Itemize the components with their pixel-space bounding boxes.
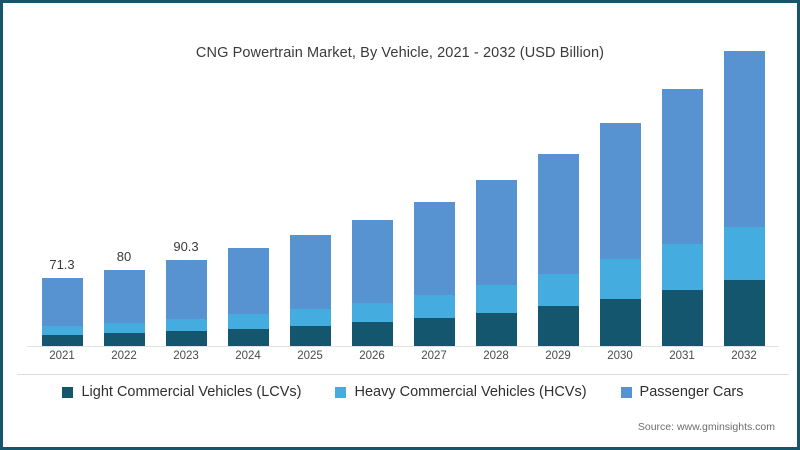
bar-segment[interactable] <box>723 51 765 227</box>
chart-legend: Light Commercial Vehicles (LCVs) Heavy Co… <box>3 384 800 400</box>
bar-group[interactable] <box>341 81 403 347</box>
legend-swatch-icon <box>335 386 347 398</box>
bar-segment[interactable] <box>351 322 393 347</box>
bar-segment[interactable] <box>661 244 703 290</box>
bar-stack[interactable] <box>103 269 145 347</box>
bar-segment[interactable] <box>475 179 517 286</box>
x-axis-tick: 2024 <box>235 350 261 362</box>
bar-segment[interactable] <box>351 220 393 303</box>
bar-stack[interactable] <box>661 88 703 347</box>
bar-segment[interactable] <box>41 325 83 335</box>
bar-segment[interactable] <box>289 308 331 326</box>
bar-stack[interactable] <box>227 248 269 347</box>
bar-stack[interactable] <box>723 51 765 347</box>
legend-label: Passenger Cars <box>639 384 744 400</box>
x-axis-line <box>27 346 779 347</box>
bar-segment[interactable] <box>103 333 145 347</box>
bar-stack[interactable] <box>413 201 455 347</box>
bar-group[interactable]: 90.3 <box>155 81 217 347</box>
bar-segment[interactable] <box>599 259 641 299</box>
bar-segment[interactable] <box>165 318 207 332</box>
bar-group[interactable] <box>651 81 713 347</box>
bar-segment[interactable] <box>661 289 703 347</box>
legend-item[interactable]: Heavy Commercial Vehicles (HCVs) <box>335 384 587 400</box>
bar-segment[interactable] <box>351 302 393 323</box>
bar-segment[interactable] <box>413 294 455 318</box>
bar-stack[interactable] <box>599 122 641 347</box>
bar-segment[interactable] <box>475 285 517 313</box>
bar-group[interactable] <box>279 81 341 347</box>
bar-segment[interactable] <box>227 248 269 315</box>
x-axis-tick: 2025 <box>297 350 323 362</box>
bar-group[interactable] <box>713 51 775 347</box>
bar-segment[interactable] <box>413 317 455 347</box>
bar-segment[interactable] <box>599 122 641 260</box>
bar-segment[interactable] <box>103 269 145 323</box>
x-axis-tick: 2028 <box>483 350 509 362</box>
bar-value-label: 90.3 <box>173 238 199 254</box>
x-axis-tick: 2026 <box>359 350 385 362</box>
x-axis-tick: 2021 <box>49 350 75 362</box>
plot-area: 71.3 80 90.3 <box>31 51 775 347</box>
x-axis-tick: 2032 <box>731 350 757 362</box>
x-axis-tick: 2029 <box>545 350 571 362</box>
x-axis-tick: 2030 <box>607 350 633 362</box>
bar-segment[interactable] <box>227 328 269 347</box>
x-axis-tick: 2022 <box>111 350 137 362</box>
legend-item[interactable]: Light Commercial Vehicles (LCVs) <box>62 384 301 400</box>
x-axis-tick: 2023 <box>173 350 199 362</box>
page-title: CNG Powertrain Market, By Vehicle, 2021 … <box>195 45 605 61</box>
bar-stack[interactable] <box>289 235 331 347</box>
bar-stack[interactable] <box>41 278 83 347</box>
bar-segment[interactable] <box>289 325 331 347</box>
bar-segment[interactable] <box>103 322 145 334</box>
bar-segment[interactable] <box>599 298 641 347</box>
bar-segment[interactable] <box>289 235 331 309</box>
bar-segment[interactable] <box>227 314 269 329</box>
legend-swatch-icon <box>620 386 632 398</box>
bar-segment[interactable] <box>165 259 207 319</box>
bar-group[interactable]: 71.3 <box>31 81 93 347</box>
legend-label: Light Commercial Vehicles (LCVs) <box>81 384 302 400</box>
bars-row: 71.3 80 90.3 <box>31 51 775 347</box>
bar-segment[interactable] <box>413 201 455 295</box>
bar-stack[interactable] <box>351 220 393 347</box>
x-axis-tick-labels: 2021 2022 2023 2024 2025 2026 2027 2028 2029 2030… <box>31 350 775 362</box>
bar-group[interactable] <box>527 81 589 347</box>
bar-stack[interactable] <box>537 153 579 347</box>
bar-stack[interactable] <box>475 179 517 347</box>
x-axis-tick: 2031 <box>669 350 695 362</box>
bar-segment[interactable] <box>537 306 579 347</box>
x-axis-tick: 2027 <box>421 350 447 362</box>
bar-stack[interactable] <box>165 259 207 347</box>
bar-group[interactable] <box>465 81 527 347</box>
bar-segment[interactable] <box>41 278 83 326</box>
bar-value-label: 80 <box>116 248 132 264</box>
bar-segment[interactable] <box>475 312 517 347</box>
bar-segment[interactable] <box>165 331 207 347</box>
bar-segment[interactable] <box>723 280 765 347</box>
bar-segment[interactable] <box>723 226 765 281</box>
bar-segment[interactable] <box>661 88 703 244</box>
bar-segment[interactable] <box>537 153 579 274</box>
legend-item[interactable]: Passenger Cars <box>620 384 744 400</box>
legend-label: Heavy Commercial Vehicles (HCVs) <box>354 384 587 400</box>
bar-segment[interactable] <box>537 273 579 307</box>
bar-group[interactable]: 80 <box>93 81 155 347</box>
legend-swatch-icon <box>62 386 74 398</box>
bar-group[interactable] <box>403 81 465 347</box>
legend-divider <box>17 374 789 375</box>
bar-segment[interactable] <box>41 334 83 347</box>
bar-group[interactable] <box>589 81 651 347</box>
bar-value-label: 71.3 <box>49 257 75 273</box>
bar-group[interactable] <box>217 81 279 347</box>
source-attribution: Source: www.gminsights.com <box>637 421 775 433</box>
